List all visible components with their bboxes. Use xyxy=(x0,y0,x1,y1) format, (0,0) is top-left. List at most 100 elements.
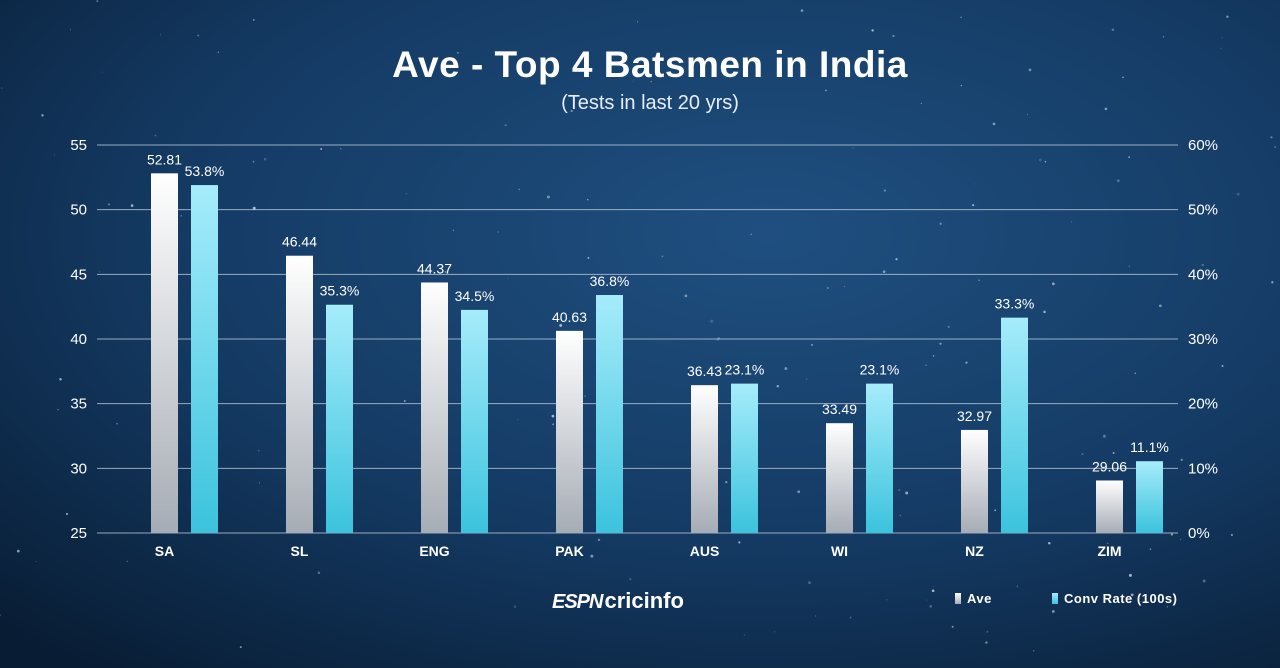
background-star xyxy=(507,277,509,279)
background-star xyxy=(452,229,455,231)
bar-ave-aus xyxy=(691,385,718,533)
background-star xyxy=(180,214,183,217)
background-star xyxy=(871,29,874,32)
background-star xyxy=(590,554,594,558)
legend-label-ave: Ave xyxy=(967,590,992,606)
category-label-sl: SL xyxy=(291,543,309,559)
legend-swatch-conv-rate xyxy=(1052,592,1058,604)
background-star xyxy=(597,538,601,542)
background-star xyxy=(457,52,459,54)
background-star xyxy=(1051,610,1055,613)
y-right-tick-label: 0% xyxy=(1188,525,1210,542)
y-left-tick-label: 25 xyxy=(70,525,87,542)
background-star xyxy=(551,414,555,418)
bar-ave-zim xyxy=(1096,480,1123,533)
data-label-conv-rate-nz: 33.3% xyxy=(995,296,1035,312)
bar-conv-rate-eng xyxy=(461,309,488,533)
data-label-ave-pak: 40.63 xyxy=(552,309,587,325)
background-star xyxy=(920,102,922,104)
background-star xyxy=(738,541,741,544)
background-star xyxy=(965,361,968,364)
background-star xyxy=(805,378,808,380)
background-star xyxy=(53,154,56,156)
background-star xyxy=(497,231,500,233)
background-star xyxy=(587,256,590,259)
background-star xyxy=(559,323,563,327)
background-star xyxy=(824,89,827,92)
y-left-tick-label: 50 xyxy=(70,202,87,219)
background-star xyxy=(1128,265,1130,267)
background-star xyxy=(1149,548,1152,550)
background-star xyxy=(41,114,44,117)
background-star xyxy=(1071,221,1073,223)
background-star xyxy=(1048,541,1051,545)
y-right-tick-label: 10% xyxy=(1188,460,1218,477)
background-star xyxy=(939,342,942,345)
y-left-tick-label: 40 xyxy=(70,331,87,348)
y-left-tick-label: 30 xyxy=(70,460,87,477)
data-label-ave-nz: 32.97 xyxy=(957,408,992,424)
background-star xyxy=(1230,533,1234,537)
background-star xyxy=(1270,136,1273,139)
background-star xyxy=(252,18,255,21)
background-star xyxy=(939,222,942,225)
background-star xyxy=(947,325,950,329)
legend-swatch-ave xyxy=(955,592,961,604)
data-label-conv-rate-sa: 53.8% xyxy=(185,163,225,179)
background-star xyxy=(1122,76,1124,79)
background-star xyxy=(96,0,99,3)
background-star xyxy=(1201,263,1204,267)
background-star xyxy=(69,29,71,31)
background-star xyxy=(843,286,845,288)
background-star xyxy=(1236,192,1240,196)
background-star xyxy=(65,512,69,516)
background-star xyxy=(217,51,219,53)
background-star xyxy=(0,87,3,89)
data-label-conv-rate-zim: 11.1% xyxy=(1130,439,1169,455)
background-star xyxy=(258,482,261,484)
background-star xyxy=(444,270,447,273)
data-label-ave-zim: 29.06 xyxy=(1092,458,1127,474)
y-left-tick-label: 45 xyxy=(70,266,87,283)
background-star xyxy=(320,147,323,151)
background-star xyxy=(730,107,732,109)
y-right-tick-label: 60% xyxy=(1188,137,1218,154)
background-star xyxy=(932,355,935,357)
data-label-conv-rate-eng: 34.5% xyxy=(455,288,495,304)
legend-item-conv-rate: Conv Rate (100s) xyxy=(1052,588,1177,608)
bar-ave-sa xyxy=(151,173,178,533)
background-star xyxy=(116,422,118,425)
logo-espn-text: ESPN xyxy=(552,591,603,613)
background-star xyxy=(992,122,996,126)
bar-conv-rate-sa xyxy=(191,185,218,534)
background-star xyxy=(1158,304,1162,308)
legend-label-conv-rate: Conv Rate (100s) xyxy=(1064,590,1178,606)
background-star xyxy=(258,450,260,452)
background-star xyxy=(899,514,902,517)
background-star xyxy=(926,599,928,601)
background-star xyxy=(725,480,728,484)
background-star xyxy=(1081,453,1084,456)
background-star xyxy=(1226,15,1229,19)
y-right-tick-label: 30% xyxy=(1188,331,1218,348)
background-star xyxy=(405,193,407,195)
background-star xyxy=(252,206,256,210)
background-star xyxy=(154,134,157,137)
background-star xyxy=(1162,35,1165,38)
background-star xyxy=(632,80,634,82)
background-star xyxy=(1104,107,1108,111)
background-star xyxy=(750,233,752,235)
background-star xyxy=(587,199,589,201)
background-star xyxy=(973,183,975,185)
background-star xyxy=(972,204,975,207)
background-star xyxy=(886,599,888,601)
background-star xyxy=(504,124,507,127)
background-star xyxy=(852,147,854,149)
background-star xyxy=(931,589,935,593)
background-star xyxy=(895,258,898,261)
background-star xyxy=(933,585,934,587)
background-star xyxy=(1112,452,1115,454)
background-star xyxy=(16,549,20,553)
y-right-tick-label: 20% xyxy=(1188,396,1218,413)
background-star xyxy=(784,367,788,370)
